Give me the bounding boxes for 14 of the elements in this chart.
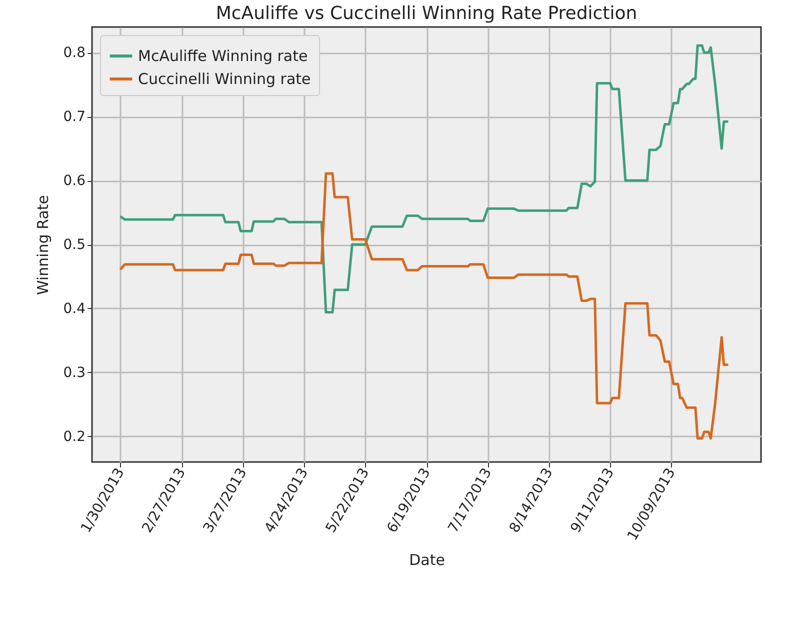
y-tick-label: 0.8 — [63, 45, 86, 62]
y-tick-label: 0.5 — [63, 237, 86, 253]
y-tick-label: 0.7 — [63, 109, 86, 126]
y-axis-title: Winning Rate — [34, 194, 52, 296]
x-axis-title: Date — [409, 550, 445, 569]
legend-label: McAuliffe Winning rate — [138, 47, 308, 65]
y-tick-label: 0.6 — [63, 173, 86, 190]
chart-title: McAuliffe vs Cuccinelli Winning Rate Prediction — [216, 3, 638, 24]
line-series — [119, 44, 730, 314]
y-tick-label: 0.4 — [63, 300, 86, 317]
y-tick-label: 0.3 — [63, 364, 86, 381]
y-tick-label: 0.2 — [63, 428, 86, 445]
line-series — [119, 172, 730, 440]
legend-label: Cuccinelli Winning rate — [138, 70, 311, 88]
